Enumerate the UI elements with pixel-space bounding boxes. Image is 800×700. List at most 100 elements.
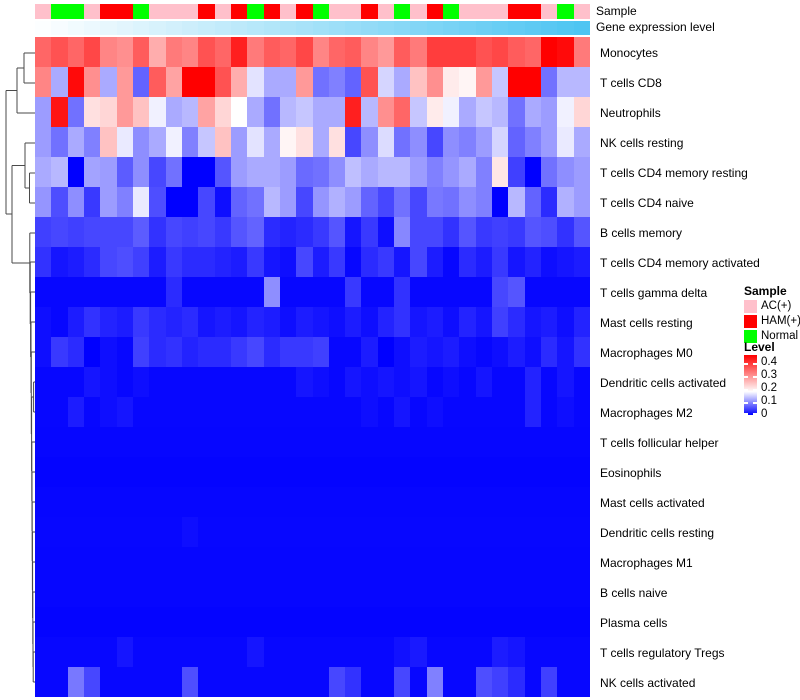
heatmap-cell (312, 607, 329, 637)
heatmap-cell (557, 217, 574, 247)
heatmap-cell (475, 217, 493, 247)
heatmap-cell (443, 97, 460, 127)
heatmap-cell (524, 457, 542, 487)
heatmap-cell (149, 517, 166, 547)
heatmap-cell (508, 157, 525, 187)
row-label: Neutrophils (600, 106, 661, 120)
heatmap-cell (230, 37, 248, 67)
heatmap-cell (573, 367, 590, 397)
heatmap-cell (508, 97, 525, 127)
heatmap-cell (541, 397, 558, 427)
heatmap-cell (573, 67, 590, 97)
heatmap-cell (377, 577, 395, 607)
heatmap-cell (132, 487, 150, 517)
heatmap-cell (361, 427, 378, 457)
heatmap-cell (410, 187, 427, 217)
heatmap-cell (573, 607, 590, 637)
heatmap-cell (132, 37, 150, 67)
heatmap-cell (377, 157, 395, 187)
heatmap-cell (35, 487, 52, 517)
heatmap-cell (198, 547, 215, 577)
heatmap-cell (361, 367, 378, 397)
heatmap-cell (67, 127, 84, 157)
heatmap-cell (508, 247, 525, 277)
heatmap-cell (198, 427, 215, 457)
sample-annotation-cell (181, 4, 199, 19)
heatmap-cell (263, 577, 280, 607)
heatmap-cell (116, 637, 133, 667)
heatmap-cell (181, 397, 199, 427)
legend-swatch (744, 330, 757, 343)
heatmap-cell (100, 547, 117, 577)
heatmap-cell (100, 217, 117, 247)
gene-expression-cell (410, 21, 427, 35)
heatmap-cell (524, 157, 542, 187)
heatmap-cell (51, 97, 68, 127)
heatmap-cell (361, 277, 378, 307)
heatmap-cell (263, 277, 280, 307)
heatmap-cell (247, 367, 264, 397)
heatmap-cell (83, 127, 101, 157)
heatmap-cell (263, 457, 280, 487)
heatmap-cell (459, 217, 476, 247)
heatmap-cell (443, 127, 460, 157)
heatmap-cell (67, 97, 84, 127)
heatmap-cell (181, 367, 199, 397)
heatmap-cell (524, 127, 542, 157)
heatmap-cell (410, 397, 427, 427)
heatmap-cell (541, 487, 558, 517)
heatmap-cell (508, 607, 525, 637)
gene-expression-cell (361, 21, 378, 35)
heatmap-cell (475, 127, 493, 157)
heatmap-cell (443, 427, 460, 457)
heatmap-cell (247, 157, 264, 187)
heatmap-cell (100, 367, 117, 397)
heatmap-cell (67, 487, 84, 517)
heatmap-cell (475, 667, 493, 697)
heatmap-cell (35, 667, 52, 697)
heatmap-cell (394, 67, 411, 97)
heatmap-cell (312, 577, 329, 607)
sample-annotation-cell (214, 4, 231, 19)
heatmap-cell (296, 607, 313, 637)
heatmap-cell (459, 247, 476, 277)
heatmap-cell (557, 127, 574, 157)
heatmap-cell (410, 307, 427, 337)
heatmap-cell (524, 247, 542, 277)
heatmap-cell (51, 427, 68, 457)
sample-annotation-cell (247, 4, 264, 19)
heatmap-cell (198, 247, 215, 277)
sample-annotation-cell (100, 4, 117, 19)
heatmap-cell (492, 307, 509, 337)
heatmap-cell (198, 307, 215, 337)
heatmap-cell (524, 307, 542, 337)
legend-sample-items: AC(+) HAM(+) Normal (744, 300, 800, 345)
heatmap-cell (541, 307, 558, 337)
heatmap-cell (541, 187, 558, 217)
heatmap-cell (573, 517, 590, 547)
heatmap-cell (541, 337, 558, 367)
heatmap-cell (443, 547, 460, 577)
heatmap-cell (312, 517, 329, 547)
heatmap-cell (377, 427, 395, 457)
heatmap-cell (426, 487, 444, 517)
heatmap-cell (296, 337, 313, 367)
heatmap-cell (328, 217, 346, 247)
heatmap-cell (83, 67, 101, 97)
gene-expression-cell (247, 21, 264, 35)
heatmap-cell (116, 367, 133, 397)
heatmap-cell (492, 337, 509, 367)
heatmap-cell (394, 637, 411, 667)
heatmap-cell (377, 667, 395, 697)
heatmap-cell (214, 277, 231, 307)
heatmap-cell (426, 247, 444, 277)
heatmap-cell (296, 397, 313, 427)
heatmap-cell (508, 397, 525, 427)
heatmap-cell (35, 127, 52, 157)
heatmap-cell (492, 667, 509, 697)
gene-expression-cell (443, 21, 460, 35)
row-label: Macrophages M0 (600, 346, 693, 360)
heatmap-cell (475, 307, 493, 337)
heatmap-cell (410, 457, 427, 487)
